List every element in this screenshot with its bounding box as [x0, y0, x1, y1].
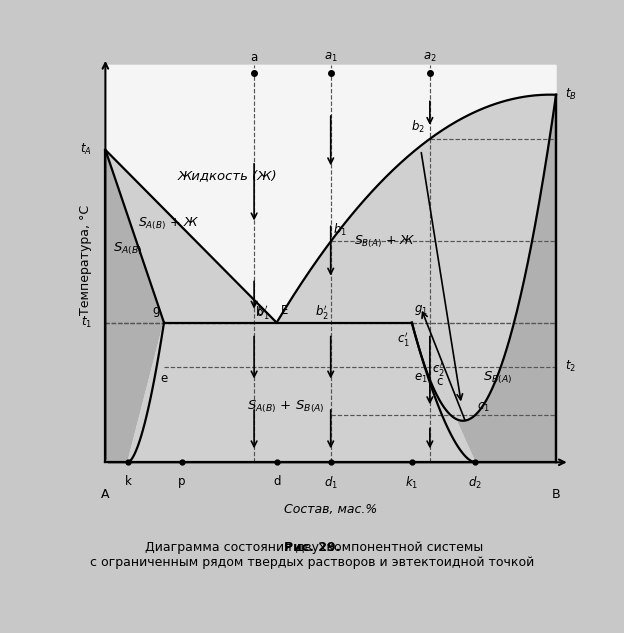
Polygon shape: [276, 95, 556, 421]
Text: $t_1$: $t_1$: [80, 315, 92, 330]
Text: B: B: [552, 488, 560, 501]
Polygon shape: [128, 323, 475, 462]
Text: $S_{A(B)}$: $S_{A(B)}$: [113, 241, 143, 258]
Text: $t_B$: $t_B$: [565, 87, 577, 103]
Text: g: g: [152, 304, 160, 317]
Text: $b_1$: $b_1$: [333, 222, 347, 238]
Polygon shape: [105, 150, 164, 462]
Polygon shape: [412, 95, 556, 462]
Text: $t_A$: $t_A$: [80, 142, 92, 158]
Text: Жидкость (Ж): Жидкость (Ж): [177, 169, 277, 182]
Text: $b_1'$: $b_1'$: [256, 303, 270, 321]
Text: $e_1$: $e_1$: [414, 372, 428, 385]
Text: $b_2'$: $b_2'$: [314, 303, 328, 321]
Text: $b_2$: $b_2$: [411, 119, 426, 135]
Text: $g_1$: $g_1$: [414, 303, 428, 317]
Text: a: a: [250, 51, 258, 63]
Text: $a_1$: $a_1$: [324, 51, 338, 63]
Text: c: c: [437, 375, 443, 388]
Text: e: e: [160, 372, 168, 385]
Text: Температура, °С: Температура, °С: [79, 205, 92, 315]
Text: Диаграмма состояния двухкомпонентной системы
с ограниченным рядом твердых раство: Диаграмма состояния двухкомпонентной сис…: [90, 541, 534, 569]
Text: $d_1$: $d_1$: [324, 475, 338, 491]
Text: k: k: [124, 475, 132, 488]
Text: E: E: [281, 304, 288, 317]
Text: $c_2'$: $c_2'$: [432, 360, 445, 378]
Text: $S_{B(A)}$: $S_{B(A)}$: [483, 370, 512, 386]
Text: Рис. 29.: Рис. 29.: [284, 541, 340, 555]
Text: $d_2$: $d_2$: [468, 475, 482, 491]
Text: d: d: [273, 475, 280, 488]
Text: $t_2$: $t_2$: [565, 359, 576, 374]
Polygon shape: [105, 150, 276, 323]
Text: $S_{A(B)}$ + Ж: $S_{A(B)}$ + Ж: [138, 215, 199, 232]
Text: Состав, мас.%: Состав, мас.%: [284, 503, 378, 516]
Text: $c_1'$: $c_1'$: [397, 330, 409, 348]
Text: b: b: [256, 306, 264, 319]
Text: $a_2$: $a_2$: [423, 51, 437, 63]
Text: p: p: [178, 475, 186, 488]
Text: A: A: [101, 488, 110, 501]
Text: $c_1$: $c_1$: [477, 401, 490, 413]
Polygon shape: [105, 65, 556, 323]
Text: $S_{B(A)}$ + Ж: $S_{B(A)}$ + Ж: [354, 234, 416, 250]
Text: $k_1$: $k_1$: [405, 475, 419, 491]
Text: $S_{A(B)}$ + $S_{B(A)}$: $S_{A(B)}$ + $S_{B(A)}$: [247, 399, 324, 415]
